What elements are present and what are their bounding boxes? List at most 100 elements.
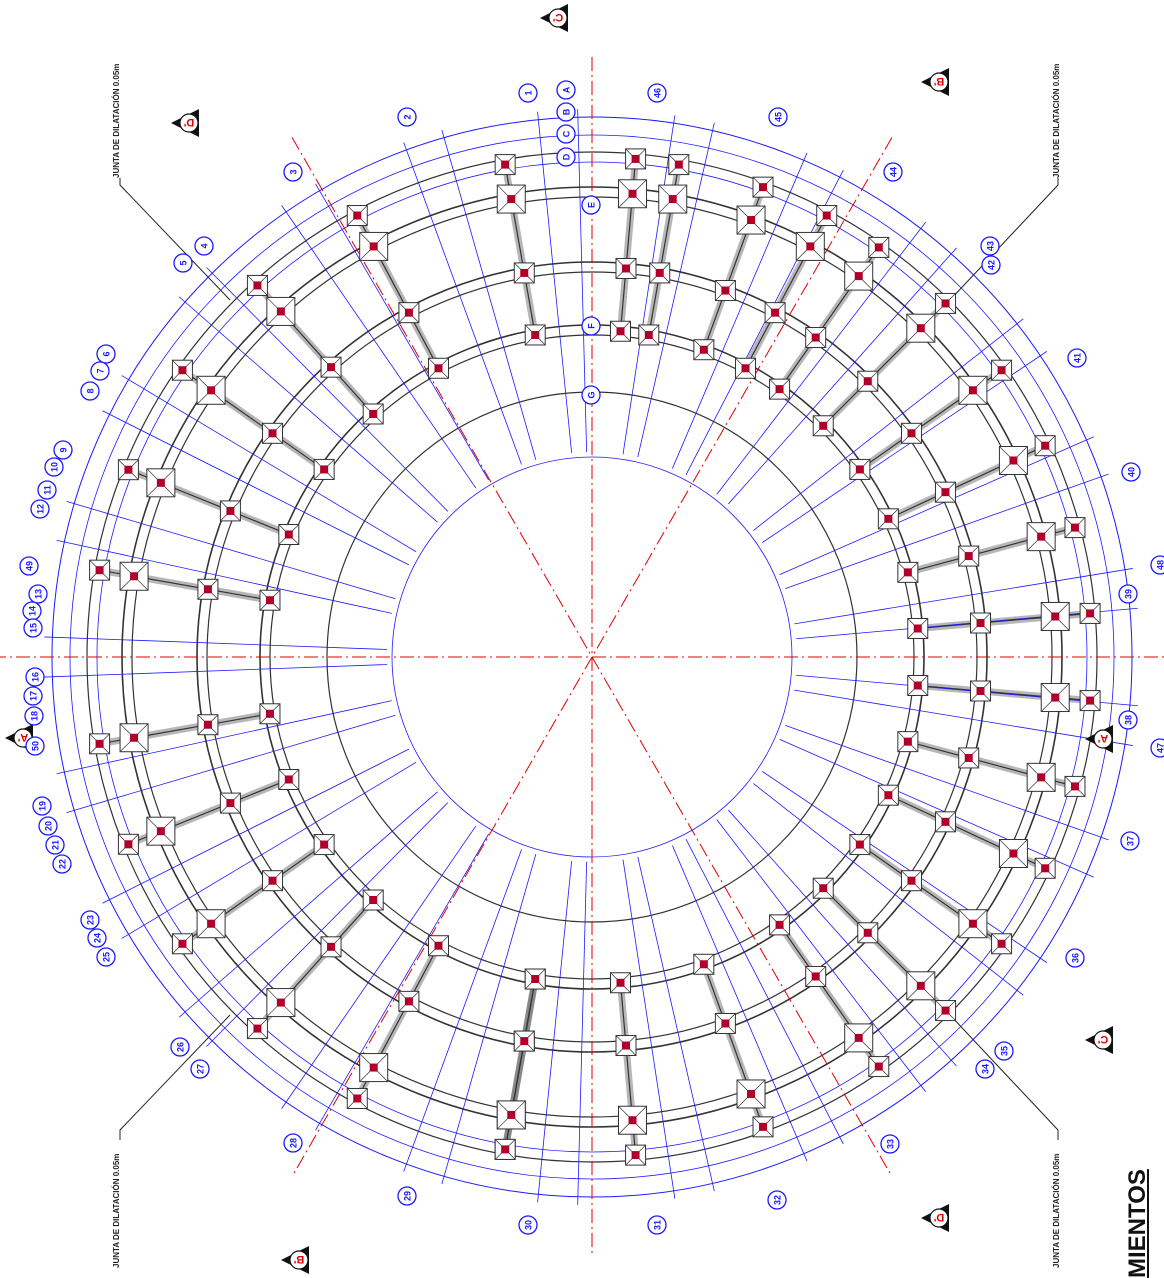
svg-text:G: G	[587, 391, 597, 398]
column	[197, 714, 219, 736]
svg-text:46: 46	[653, 88, 663, 98]
axis-bubble-47: 47	[1150, 738, 1164, 758]
column	[638, 324, 660, 346]
svg-text:20: 20	[44, 821, 54, 831]
svg-text:47: 47	[1156, 743, 1164, 753]
axis-line	[281, 825, 477, 1109]
column	[609, 972, 631, 994]
axis-bubble-20: 20	[38, 816, 58, 836]
column	[714, 280, 736, 302]
svg-text:E: E	[587, 202, 597, 208]
column	[427, 935, 449, 957]
column	[171, 933, 193, 955]
axis-bubble-16: 16	[25, 667, 45, 687]
axis-bubble-22: 22	[52, 854, 72, 874]
section-marker-b-bottom: B'	[281, 1246, 309, 1274]
column	[849, 834, 871, 856]
column	[320, 936, 342, 958]
column	[89, 559, 111, 581]
svg-text:D': D'	[933, 1211, 944, 1223]
dimension-lines	[44, 109, 1138, 1205]
axis-bubble-21: 21	[45, 835, 65, 855]
column	[714, 1012, 736, 1034]
axis-bubble-37: 37	[1120, 831, 1140, 851]
svg-text:A: A	[562, 86, 572, 93]
svg-text:41: 41	[1073, 353, 1083, 363]
axis-line	[121, 761, 417, 939]
column	[496, 1100, 526, 1130]
svg-text:7: 7	[96, 368, 106, 373]
axis-line	[785, 725, 1109, 841]
column	[398, 302, 420, 324]
column	[934, 811, 956, 833]
svg-text:B': B'	[293, 1253, 304, 1265]
column	[844, 261, 874, 291]
columns	[89, 148, 1101, 1166]
svg-text:43: 43	[986, 241, 996, 251]
axis-line	[716, 819, 926, 1093]
column	[812, 415, 834, 437]
column	[907, 618, 929, 640]
column	[649, 262, 671, 284]
axis-bubble-43: 43	[980, 236, 1000, 256]
axis-bubble-34: 34	[975, 1059, 995, 1079]
svg-text:44: 44	[889, 167, 899, 177]
column	[1040, 601, 1070, 631]
column	[171, 359, 193, 381]
svg-text:13: 13	[34, 589, 44, 599]
axis-line	[281, 205, 477, 489]
axis-bubble-15: 15	[23, 618, 43, 638]
column	[146, 816, 176, 846]
column	[618, 179, 648, 209]
section-marker-c-top: C'	[540, 4, 568, 32]
axis-line	[102, 410, 410, 566]
column	[362, 889, 384, 911]
axis-bubbles: 1234567891011121314151617181920212223242…	[19, 80, 1164, 1235]
axis-line	[794, 568, 1133, 625]
column	[513, 262, 535, 284]
column	[668, 154, 690, 176]
axis-line	[44, 636, 388, 650]
column	[844, 1023, 874, 1053]
axis-line	[66, 714, 396, 814]
column	[1034, 857, 1056, 879]
svg-text:D: D	[562, 153, 572, 160]
svg-text:4: 4	[200, 243, 210, 248]
column	[900, 422, 922, 444]
plan-title: MIENTOS	[1124, 1169, 1151, 1278]
svg-text:C': C'	[552, 11, 563, 23]
axis-line	[672, 845, 808, 1162]
column	[346, 1087, 368, 1109]
column	[259, 703, 281, 725]
column	[906, 971, 936, 1001]
svg-text:C': C'	[1097, 1033, 1108, 1045]
column	[769, 378, 791, 400]
column	[427, 357, 449, 379]
column	[524, 968, 546, 990]
column	[877, 784, 899, 806]
column	[693, 339, 715, 361]
svg-text:C: C	[562, 130, 572, 137]
column	[246, 1018, 268, 1040]
column	[496, 184, 526, 214]
axis-line	[206, 802, 449, 1047]
svg-text:18: 18	[30, 711, 40, 721]
axis-bubble-30: 30	[518, 1215, 538, 1235]
svg-text:39: 39	[1124, 589, 1134, 599]
svg-text:10: 10	[50, 462, 60, 472]
axis-line	[622, 115, 676, 455]
axis-line	[637, 856, 715, 1192]
column	[362, 403, 384, 425]
column	[735, 357, 757, 379]
axis-bubble-5: 5	[173, 253, 193, 273]
axis-line	[206, 267, 449, 512]
column	[857, 922, 879, 944]
column	[752, 176, 774, 198]
svg-text:5: 5	[179, 260, 189, 265]
ring-bubble-F: F	[581, 316, 601, 336]
axis-line	[794, 689, 1133, 746]
svg-text:36: 36	[1071, 953, 1081, 963]
column	[958, 375, 988, 405]
joint-label-top-left: JUNTA DE DILATACIÓN 0.05m	[112, 63, 121, 178]
column	[196, 909, 226, 939]
